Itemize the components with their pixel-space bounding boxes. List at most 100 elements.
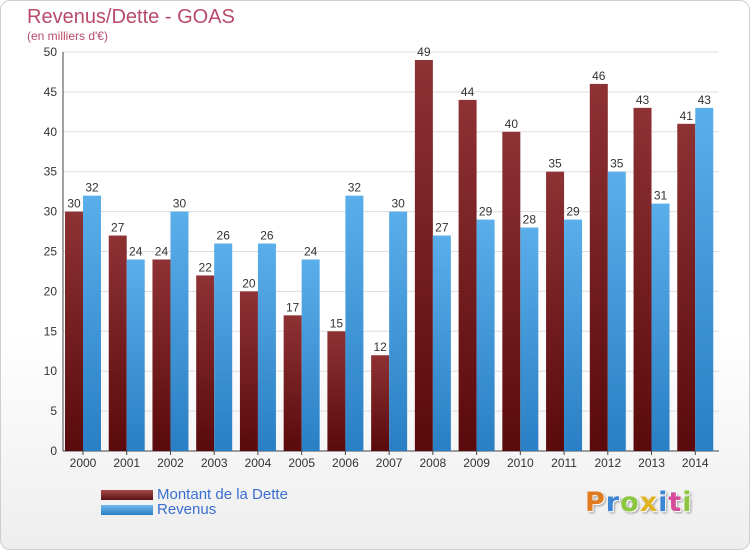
bar-revenue — [389, 211, 408, 451]
bar-revenue — [83, 195, 101, 451]
y-tick-label: 0 — [50, 444, 57, 458]
x-tick-label: 2014 — [682, 456, 709, 470]
chart-title: Revenus/Dette - GOAS — [27, 6, 235, 28]
bar-debt — [589, 83, 608, 452]
legend-label-revenue: Revenus — [157, 501, 217, 518]
bar-revenue — [345, 195, 364, 451]
data-label-debt: 12 — [373, 340, 387, 354]
data-label-revenue: 30 — [391, 197, 405, 211]
data-label-revenue: 24 — [129, 244, 143, 258]
x-tick-label: 2002 — [157, 456, 184, 470]
data-label-debt: 35 — [548, 157, 562, 171]
data-label-debt: 44 — [461, 85, 475, 99]
data-label-debt: 27 — [111, 221, 125, 235]
data-label-debt: 20 — [242, 276, 256, 290]
data-label-debt: 49 — [417, 45, 431, 59]
x-tick-label: 2012 — [594, 456, 621, 470]
bar-debt — [502, 131, 521, 452]
x-tick-label: 2007 — [376, 456, 403, 470]
y-tick-label: 5 — [50, 404, 57, 418]
data-label-revenue: 43 — [698, 93, 712, 107]
bar-revenue — [607, 171, 626, 451]
data-label-revenue: 28 — [523, 213, 537, 227]
logo-letter: t — [668, 487, 683, 518]
data-label-debt: 40 — [505, 117, 519, 131]
bar-debt — [414, 59, 433, 451]
bar-debt — [458, 99, 477, 451]
data-label-revenue: 32 — [348, 181, 362, 195]
y-tick-label: 20 — [44, 284, 58, 298]
data-label-revenue: 31 — [654, 189, 668, 203]
bar-debt — [546, 171, 565, 451]
data-label-debt: 15 — [330, 316, 344, 330]
bar-revenue — [520, 227, 539, 451]
data-label-revenue: 26 — [260, 229, 274, 243]
x-tick-label: 2005 — [288, 456, 315, 470]
x-tick-label: 2009 — [463, 456, 490, 470]
bar-debt — [196, 275, 215, 451]
bar-debt — [108, 235, 127, 451]
bar-revenue — [170, 211, 189, 451]
y-tick-label: 40 — [44, 125, 58, 139]
x-tick-label: 2003 — [201, 456, 228, 470]
x-tick-label: 2010 — [507, 456, 534, 470]
logo-letter: r — [605, 487, 621, 518]
logo-letter: i — [682, 487, 693, 518]
bar-revenue — [126, 259, 145, 451]
data-label-revenue: 26 — [217, 229, 231, 243]
data-label-revenue: 35 — [610, 157, 624, 171]
bar-debt — [633, 107, 652, 452]
x-tick-label: 2000 — [70, 456, 97, 470]
x-tick-label: 2001 — [113, 456, 140, 470]
x-tick-label: 2004 — [245, 456, 272, 470]
data-label-debt: 46 — [592, 69, 606, 83]
data-label-debt: 17 — [286, 300, 300, 314]
bar-revenue — [476, 219, 495, 451]
data-label-revenue: 29 — [479, 205, 493, 219]
bar-revenue — [695, 107, 714, 452]
logo-letter: x — [639, 487, 659, 518]
bar-revenue — [651, 203, 670, 451]
x-tick-label: 2013 — [638, 456, 665, 470]
y-tick-label: 10 — [44, 364, 58, 378]
data-label-revenue: 30 — [173, 197, 187, 211]
legend-label-debt: Montant de la Dette — [157, 486, 288, 503]
data-label-debt: 22 — [199, 260, 213, 274]
y-tick-label: 15 — [44, 324, 58, 338]
data-label-debt: 41 — [680, 109, 694, 123]
bar-debt — [65, 211, 83, 451]
data-label-revenue: 24 — [304, 244, 318, 258]
bar-revenue — [257, 243, 276, 451]
bar-debt — [677, 123, 696, 451]
bar-debt — [327, 331, 346, 451]
bar-revenue — [432, 235, 451, 451]
data-label-revenue: 32 — [85, 181, 99, 195]
x-tick-label: 2006 — [332, 456, 359, 470]
bar-debt — [152, 259, 171, 451]
logo-letter: P — [585, 487, 606, 518]
bar-revenue — [214, 243, 233, 451]
data-label-revenue: 27 — [435, 221, 449, 235]
y-tick-label: 45 — [44, 85, 58, 99]
bar-revenue — [301, 259, 320, 451]
x-tick-label: 2008 — [420, 456, 447, 470]
data-label-debt: 24 — [155, 244, 169, 258]
y-tick-label: 50 — [44, 45, 58, 59]
data-label-debt: 43 — [636, 93, 650, 107]
logo-letter: i — [658, 487, 669, 518]
x-tick-label: 2011 — [551, 456, 577, 470]
data-label-debt: 30 — [67, 197, 81, 211]
data-label-revenue: 29 — [566, 205, 580, 219]
bar-debt — [239, 291, 258, 451]
chart-subtitle: (en milliers d'€) — [27, 29, 108, 43]
legend-swatch-debt — [101, 490, 153, 500]
y-tick-label: 25 — [44, 245, 58, 259]
y-tick-label: 35 — [44, 165, 58, 179]
bar-revenue — [564, 219, 583, 451]
legend-swatch-revenue — [101, 505, 153, 515]
logo-letter: o — [620, 487, 640, 518]
bar-debt — [371, 355, 390, 451]
proxiti-logo: Proxiti — [585, 487, 693, 518]
